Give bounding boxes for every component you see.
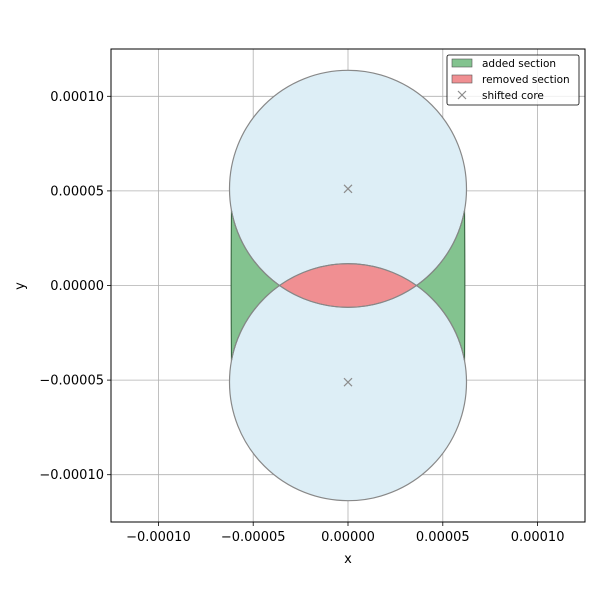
legend-added-label: added section <box>482 58 556 70</box>
core-circle-outline <box>228 69 468 308</box>
y-tick-label: 0.00005 <box>50 184 104 199</box>
legend-removed-swatch <box>451 74 473 84</box>
y-axis-label: y <box>13 282 28 290</box>
legend: added section removed section shifted co… <box>446 54 580 106</box>
plot-area <box>228 69 468 502</box>
shifted-core-point <box>343 184 353 194</box>
legend-x-icon <box>457 90 467 100</box>
marker-stroke <box>343 184 353 194</box>
marker-stroke <box>343 377 353 387</box>
legend-core-label: shifted core <box>482 90 544 102</box>
legend-removed-label: removed section <box>482 74 570 86</box>
x-tick-label: −0.00010 <box>126 530 191 545</box>
core-circle-outline <box>228 263 468 502</box>
x-axis-label: x <box>344 552 352 567</box>
legend-added-swatch <box>451 58 473 68</box>
y-tick-label: 0.00000 <box>50 279 104 294</box>
legend-box <box>446 54 580 106</box>
y-tick-label: −0.00010 <box>39 468 104 483</box>
ticks: −0.00010 −0.00005 0.00000 0.00005 0.00010 −0.… <box>39 90 564 545</box>
x-tick-label: 0.00000 <box>321 530 375 545</box>
legend-core-marker <box>457 90 467 100</box>
x-tick-label: 0.00010 <box>511 530 565 545</box>
x-tick-label: 0.00005 <box>416 530 470 545</box>
shifted-core-point <box>343 377 353 387</box>
y-tick-label: −0.00005 <box>39 374 104 389</box>
y-tick-label: 0.00010 <box>50 90 104 105</box>
x-tick-label: −0.00005 <box>221 530 286 545</box>
marker-stroke <box>457 90 467 100</box>
